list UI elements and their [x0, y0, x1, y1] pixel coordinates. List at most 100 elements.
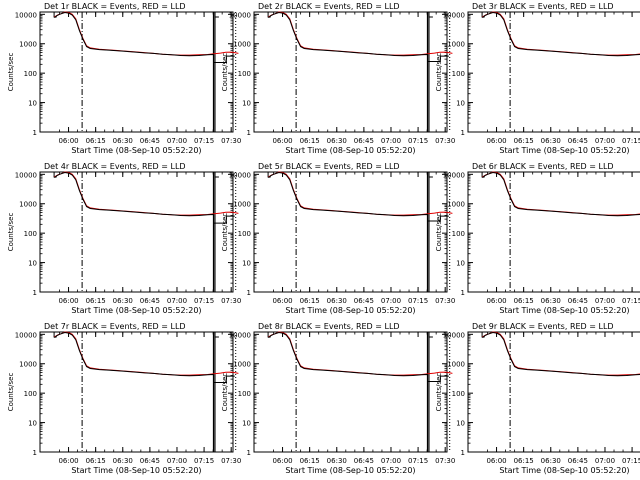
x-axis-label: Start Time (08-Sep-10 05:52:20)	[499, 306, 629, 315]
y-axis-label: Counts/sec	[221, 53, 229, 92]
events-series-line	[268, 331, 449, 382]
plot-frame	[39, 331, 234, 453]
x-axis-label: Start Time (08-Sep-10 05:52:20)	[71, 466, 201, 475]
events-series-line	[268, 171, 449, 222]
y-tick-label: 1000	[19, 41, 37, 49]
y-tick-label: 100	[238, 70, 251, 78]
x-tick-label: 07:15	[408, 297, 428, 305]
x-tick-label: 06:00	[486, 457, 506, 465]
x-tick-label: 07:15	[408, 137, 428, 145]
events-series-line	[482, 171, 640, 217]
y-tick-label: 10000	[229, 11, 251, 19]
y-axis-label: Counts/sec	[435, 53, 443, 92]
y-tick-label: 1000	[447, 361, 465, 369]
y-tick-label: 1	[461, 449, 465, 457]
end-bracket	[214, 332, 219, 338]
y-axis-label: Counts/sec	[221, 213, 229, 252]
x-tick-label: 06:30	[327, 137, 347, 145]
x-tick-label: 07:15	[622, 457, 640, 465]
x-tick-label: 07:00	[167, 137, 187, 145]
x-axis-label: Start Time (08-Sep-10 05:52:20)	[285, 466, 415, 475]
plot-frame	[467, 11, 640, 133]
x-tick-label: 07:30	[435, 457, 455, 465]
plot-frame	[253, 11, 448, 133]
x-tick-label: 07:00	[381, 137, 401, 145]
x-axis-label: Start Time (08-Sep-10 05:52:20)	[285, 306, 415, 315]
y-tick-label: 1000	[233, 361, 251, 369]
y-tick-label: 10	[28, 260, 37, 268]
y-axis-label: Counts/sec	[7, 213, 15, 252]
x-tick-label: 06:00	[58, 137, 78, 145]
y-tick-label: 100	[452, 70, 465, 78]
detector-panel-3: Det 3r BLACK = Events, RED = LLD 1 10 100 10…	[435, 2, 640, 155]
plot-frame	[253, 171, 448, 293]
y-tick-label: 10	[242, 260, 251, 268]
x-tick-label: 06:00	[486, 137, 506, 145]
y-tick-label: 100	[24, 70, 37, 78]
x-tick-label: 06:15	[300, 137, 320, 145]
x-tick-label: 06:30	[113, 137, 133, 145]
x-axis-label: Start Time (08-Sep-10 05:52:20)	[285, 146, 415, 155]
detector-panel-7: Det 7r BLACK = Events, RED = LLD 1 10 100 10…	[7, 322, 241, 475]
y-tick-label: 10	[28, 100, 37, 108]
y-tick-label: 100	[24, 390, 37, 398]
y-tick-label: 1	[33, 129, 37, 137]
x-tick-label: 06:45	[354, 137, 374, 145]
x-tick-label: 06:15	[86, 137, 106, 145]
y-tick-label: 1	[33, 289, 37, 297]
x-tick-label: 06:00	[272, 137, 292, 145]
y-axis-label: Counts/sec	[435, 213, 443, 252]
y-tick-label: 100	[452, 230, 465, 238]
panel-title: Det 5r BLACK = Events, RED = LLD	[258, 162, 400, 171]
plot-frame	[39, 11, 234, 133]
panel-title: Det 4r BLACK = Events, RED = LLD	[44, 162, 186, 171]
x-axis-label: Start Time (08-Sep-10 05:52:20)	[71, 146, 201, 155]
x-tick-label: 06:45	[568, 457, 588, 465]
end-bracket	[428, 172, 433, 178]
lld-series-line	[481, 171, 640, 216]
panel-title: Det 6r BLACK = Events, RED = LLD	[472, 162, 614, 171]
plot-frame	[467, 331, 640, 453]
y-tick-label: 1	[247, 289, 251, 297]
events-series-line	[54, 331, 235, 383]
panel-title: Det 8r BLACK = Events, RED = LLD	[258, 322, 400, 331]
x-tick-label: 07:15	[622, 297, 640, 305]
y-tick-label: 100	[24, 230, 37, 238]
x-tick-label: 06:00	[272, 297, 292, 305]
end-bracket	[428, 12, 433, 18]
x-tick-label: 07:30	[435, 137, 455, 145]
panel-title: Det 1r BLACK = Events, RED = LLD	[44, 2, 186, 11]
y-tick-label: 10	[242, 420, 251, 428]
y-axis-label: Counts/sec	[7, 53, 15, 92]
detector-panel-9: Det 9r BLACK = Events, RED = LLD 1 10 100 10…	[435, 322, 640, 475]
y-tick-label: 10000	[443, 331, 465, 339]
y-tick-label: 10	[456, 260, 465, 268]
events-series-line	[482, 331, 640, 377]
y-tick-label: 1000	[19, 201, 37, 209]
y-axis-label: Counts/sec	[221, 373, 229, 412]
x-tick-label: 06:45	[354, 297, 374, 305]
y-tick-label: 10	[456, 420, 465, 428]
end-bracket	[214, 172, 219, 178]
y-tick-label: 1000	[447, 41, 465, 49]
end-bracket	[214, 12, 219, 18]
y-tick-label: 100	[238, 230, 251, 238]
x-tick-label: 07:00	[381, 297, 401, 305]
plot-frame	[39, 171, 234, 293]
x-tick-label: 07:15	[194, 137, 214, 145]
x-tick-label: 06:00	[58, 457, 78, 465]
lld-series-line	[481, 11, 640, 56]
detector-panel-1: Det 1r BLACK = Events, RED = LLD 1 10 100 10…	[7, 2, 241, 155]
x-tick-label: 07:00	[167, 297, 187, 305]
y-tick-label: 10	[242, 100, 251, 108]
x-tick-label: 07:15	[194, 457, 214, 465]
detector-panel-6: Det 6r BLACK = Events, RED = LLD 1 10 100 10…	[435, 162, 640, 315]
y-tick-label: 10000	[443, 171, 465, 179]
x-tick-label: 06:45	[354, 457, 374, 465]
x-tick-label: 07:00	[595, 137, 615, 145]
y-tick-label: 1	[33, 449, 37, 457]
detector-panel-2: Det 2r BLACK = Events, RED = LLD 1 10 100 10…	[221, 2, 455, 155]
y-tick-label: 1000	[233, 201, 251, 209]
y-tick-label: 1000	[233, 41, 251, 49]
